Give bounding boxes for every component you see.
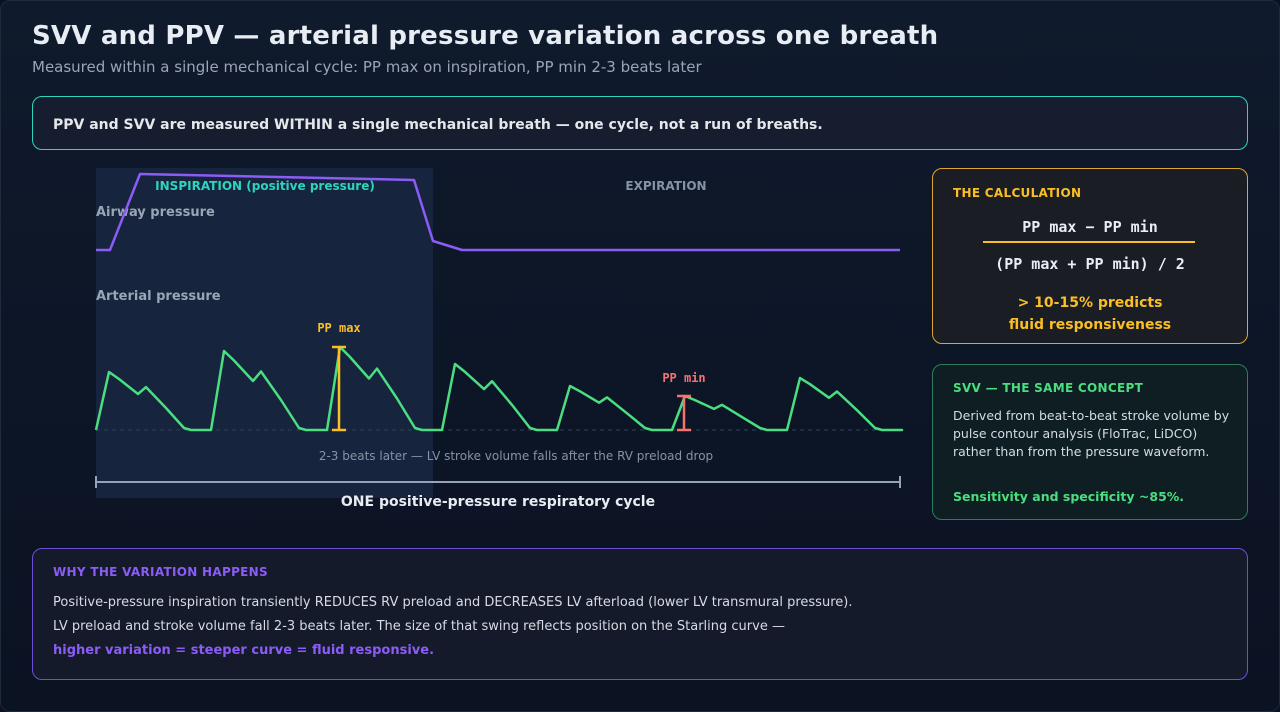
why-card: WHY THE VARIATION HAPPENS Positive-press…	[32, 548, 1248, 680]
fraction-bar	[983, 241, 1195, 243]
delay-note: 2-3 beats later — LV stroke volume falls…	[319, 449, 713, 463]
cycle-label: ONE positive-pressure respiratory cycle	[341, 494, 655, 510]
inspiration-region	[96, 168, 433, 498]
svv-heading: SVV — THE SAME CONCEPT	[953, 381, 1144, 395]
svv-description: Derived from beat-to-beat stroke volume …	[953, 408, 1230, 459]
why-heading: WHY THE VARIATION HAPPENS	[53, 565, 268, 579]
why-line-3: higher variation = steeper curve = fluid…	[53, 643, 435, 658]
formula-denominator: (PP max + PP min) / 2	[995, 255, 1185, 273]
pp-max-label: PP max	[317, 321, 360, 335]
page-subtitle: Measured within a single mechanical cycl…	[32, 58, 702, 76]
formula-numerator: PP max − PP min	[1022, 218, 1158, 236]
inspiration-label: INSPIRATION (positive pressure)	[155, 179, 375, 193]
page-title: SVV and PPV — arterial pressure variatio…	[32, 21, 939, 51]
arterial-pressure-label: Arterial pressure	[96, 289, 221, 304]
svv-card: SVV — THE SAME CONCEPT Derived from beat…	[932, 364, 1248, 520]
threshold-line-2: fluid responsiveness	[1008, 317, 1172, 333]
airway-pressure-label: Airway pressure	[96, 205, 215, 220]
airway-pressure-trace	[96, 172, 900, 252]
threshold-line-1: > 10-15% predicts	[1017, 295, 1163, 311]
why-line-1: Positive-pressure inspiration transientl…	[53, 595, 853, 610]
expiration-label: EXPIRATION	[625, 179, 706, 193]
pp-min-label: PP min	[662, 371, 705, 385]
respiratory-cycle-diagram: INSPIRATION (positive pressure) EXPIRATI…	[94, 168, 904, 510]
why-line-2: LV preload and stroke volume fall 2-3 be…	[53, 619, 785, 634]
arterial-pressure-trace	[94, 345, 904, 432]
threshold-text: > 10-15% predicts fluid responsiveness	[933, 292, 1247, 336]
calculation-card: THE CALCULATION PP max − PP min (PP max …	[932, 168, 1248, 344]
banner-text: PPV and SVV are measured WITHIN a single…	[53, 117, 823, 133]
svv-sensitivity: Sensitivity and specificity ~85%.	[953, 489, 1185, 504]
calculation-heading: THE CALCULATION	[953, 186, 1082, 200]
key-point-banner: PPV and SVV are measured WITHIN a single…	[32, 96, 1248, 150]
